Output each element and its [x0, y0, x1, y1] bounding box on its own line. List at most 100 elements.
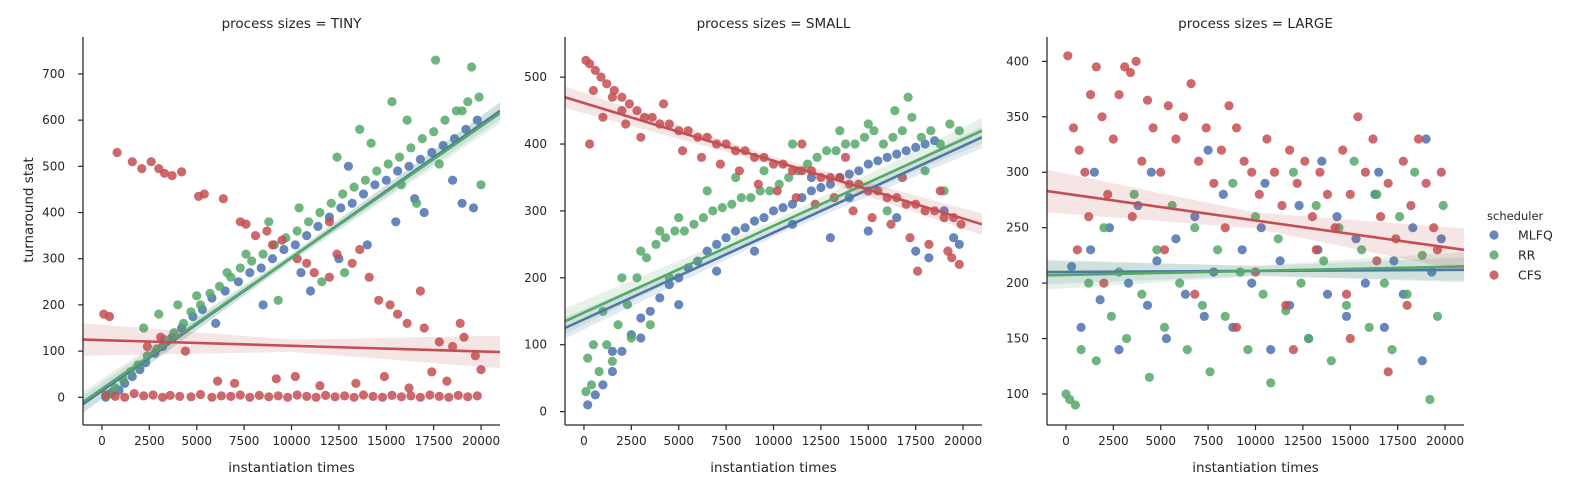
y-tick-label: 200 [524, 271, 547, 285]
point-cfs [129, 389, 139, 399]
point-cfs [358, 390, 369, 400]
y-tick-label: 250 [1006, 221, 1029, 235]
point-rr [660, 233, 671, 243]
x-tick-label: 17500 [1379, 434, 1417, 448]
x-tick-label: 5000 [181, 434, 212, 448]
point-cfs [324, 217, 334, 227]
point-mlfq [892, 149, 902, 159]
x-tick-label: 15000 [1331, 434, 1369, 448]
point-rr [613, 320, 623, 330]
x-tick-label: 20000 [1426, 434, 1464, 448]
x-axis-label: instantiation times [1192, 460, 1318, 476]
point-rr [1175, 278, 1185, 288]
point-rr [702, 186, 712, 196]
point-cfs [463, 392, 473, 402]
point-rr [474, 92, 484, 102]
point-rr [366, 138, 376, 148]
legend-marker-cfs [1489, 270, 1499, 280]
point-mlfq [391, 217, 401, 227]
point-mlfq [1351, 234, 1361, 244]
point-rr [355, 124, 365, 134]
point-rr [674, 213, 684, 223]
point-rr [383, 159, 393, 169]
point-rr [850, 139, 860, 149]
point-rr [746, 193, 756, 203]
point-cfs [226, 391, 236, 401]
point-rr [139, 323, 149, 333]
point-rr [372, 166, 382, 176]
point-cfs [315, 381, 325, 391]
x-tick-label: 7500 [711, 434, 742, 448]
point-rr [727, 199, 737, 209]
point-mlfq [617, 346, 627, 356]
point-mlfq [911, 142, 921, 152]
point-mlfq [1266, 345, 1276, 355]
point-cfs [110, 391, 120, 401]
point-rr [394, 152, 405, 162]
x-tick-label: 17500 [897, 434, 935, 448]
point-cfs [120, 392, 130, 402]
point-rr [315, 207, 325, 218]
legend-title: scheduler [1487, 209, 1544, 223]
point-cfs [385, 300, 395, 310]
point-mlfq [362, 240, 372, 250]
point-mlfq [343, 161, 353, 171]
point-cfs [1097, 112, 1107, 122]
x-tick-label: 15000 [367, 434, 405, 448]
y-tick-label: 400 [524, 137, 547, 151]
point-mlfq [472, 115, 482, 125]
point-cfs [588, 85, 599, 96]
point-cfs [1190, 289, 1200, 299]
point-cfs [393, 309, 403, 319]
point-mlfq [924, 253, 934, 263]
point-rr [954, 126, 964, 136]
point-cfs [1398, 156, 1408, 166]
point-cfs [434, 337, 444, 347]
y-tick-label: 600 [42, 113, 65, 127]
point-rr [332, 152, 342, 162]
point-cfs [264, 392, 274, 402]
legend-label-mlfq: MLFQ [1518, 228, 1553, 243]
point-rr [110, 383, 120, 393]
point-cfs [1345, 189, 1355, 199]
point-mlfq [1389, 256, 1399, 266]
point-rr [897, 126, 908, 136]
point-cfs [1402, 300, 1412, 310]
x-tick-label: 10000 [754, 434, 792, 448]
point-cfs [195, 389, 206, 400]
point-rr [1288, 167, 1298, 177]
point-cfs [427, 367, 437, 377]
point-rr [1379, 278, 1389, 288]
point-rr [402, 115, 412, 125]
point-mlfq [1417, 356, 1427, 366]
legend: scheduler MLFQ RR CFS [1487, 209, 1553, 283]
point-rr [1197, 300, 1207, 310]
point-mlfq [740, 223, 750, 233]
point-rr [1438, 200, 1448, 211]
point-rr [1432, 311, 1443, 321]
point-mlfq [1294, 200, 1304, 211]
point-mlfq [882, 152, 892, 162]
point-mlfq [1171, 234, 1181, 244]
point-cfs [1171, 134, 1181, 144]
point-rr [1076, 345, 1086, 355]
point-rr [907, 112, 917, 122]
point-rr [617, 273, 627, 283]
point-cfs [1220, 223, 1230, 233]
point-mlfq [636, 313, 646, 323]
point-cfs [434, 391, 444, 401]
point-cfs [472, 391, 482, 401]
y-tick-label: 100 [1006, 387, 1029, 401]
point-cfs [624, 99, 635, 109]
point-rr [1106, 311, 1116, 321]
point-mlfq [1146, 167, 1156, 177]
point-rr [1122, 333, 1132, 344]
point-cfs [1360, 167, 1370, 177]
point-rr [626, 333, 636, 343]
point-mlfq [1203, 145, 1213, 155]
point-cfs [302, 258, 312, 268]
point-rr [463, 97, 473, 107]
point-mlfq [290, 240, 300, 250]
point-mlfq [949, 233, 959, 243]
